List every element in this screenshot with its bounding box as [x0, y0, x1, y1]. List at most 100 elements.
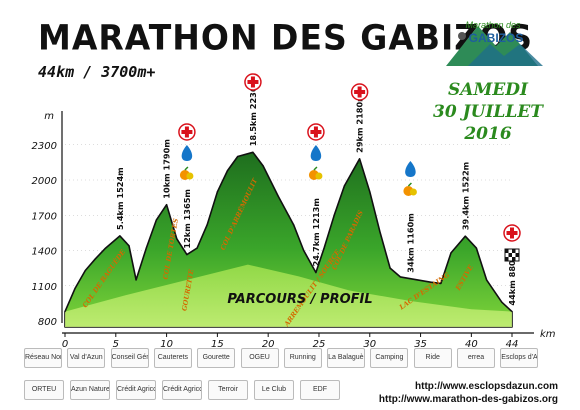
partner-logo: La Balaguère	[327, 348, 366, 368]
profile-point	[292, 224, 295, 226]
y-tick-label: 1100	[32, 282, 57, 293]
y-tick-label: 800	[38, 317, 57, 328]
x-tick-label: 15	[211, 339, 224, 350]
y-tick-label: 1700	[32, 211, 57, 222]
aid-station-layer	[178, 73, 521, 262]
peak-label: 39.4km 1522m	[460, 162, 470, 230]
lemon-fruit	[409, 188, 417, 196]
profile-point	[486, 279, 488, 281]
peak-label: 10km 1790m	[162, 139, 172, 199]
fruit-leaf	[407, 182, 412, 187]
food-icon	[308, 166, 323, 180]
profile-point	[145, 247, 147, 249]
profile-point	[262, 165, 264, 167]
peak-label: 44km 880m	[507, 252, 517, 306]
logo-mountains-icon	[446, 26, 543, 66]
profile-point	[369, 191, 371, 193]
profile-point	[399, 276, 401, 278]
partner-logo: Camping	[370, 348, 409, 368]
profile-point	[237, 155, 239, 158]
logo-text-line1: Marathon des	[465, 20, 521, 30]
water-drop-icon	[310, 145, 322, 161]
profile-point	[315, 271, 317, 274]
first-aid-icon	[178, 123, 196, 141]
water-drop-icon	[405, 161, 416, 177]
flag-cell	[515, 253, 519, 257]
website-url-marathon[interactable]: http://www.marathon-des-gabizos.org	[378, 394, 558, 405]
date-weekday: SAMEDI	[448, 80, 528, 100]
flag-cell	[512, 249, 516, 253]
profile-point	[379, 231, 381, 233]
profile-point	[176, 238, 178, 240]
x-tick-label: 25	[313, 339, 326, 350]
profile-point	[196, 247, 198, 249]
finish-flag-icon	[504, 248, 520, 262]
profile-point	[409, 278, 412, 280]
x-tick-label: 44	[506, 339, 519, 350]
profile-point	[226, 170, 229, 172]
date-day-month: 30 JUILLET	[433, 102, 543, 122]
profile-point	[135, 279, 137, 281]
y-tick-label: 2000	[32, 176, 57, 187]
profile-base-overlay	[65, 264, 512, 327]
profile-point	[359, 158, 361, 160]
partner-logo: Running	[283, 348, 322, 368]
website-url-esclops[interactable]: http://www.esclopsdazun.com	[415, 381, 558, 392]
profile-point	[475, 247, 478, 249]
y-tick-label: 1400	[32, 247, 57, 258]
profile-point	[206, 224, 208, 226]
x-tick-label: 35	[414, 339, 427, 350]
profile-point	[252, 151, 254, 153]
lemon-fruit	[186, 172, 194, 180]
profile-point	[84, 269, 86, 272]
profile-point	[155, 219, 158, 221]
food-icon	[179, 166, 194, 180]
first-aid-bar-h	[354, 90, 366, 94]
profile-point	[430, 281, 432, 283]
flag-cell	[508, 253, 512, 257]
y-tick-label: 2300	[32, 141, 57, 152]
x-tick-label: 0	[62, 339, 68, 350]
profile-point	[128, 245, 130, 247]
peak-label: 5.4km 1524m	[115, 167, 125, 230]
profile-point	[323, 247, 325, 249]
profile-point	[333, 214, 335, 216]
first-aid-bar-h	[181, 130, 193, 134]
first-aid-bar-h	[247, 80, 259, 84]
peak-label: 34km 1160m	[405, 213, 415, 273]
partner-logo: OGEU	[240, 348, 279, 368]
partner-logo: errea	[457, 348, 495, 368]
flag-cell	[505, 249, 509, 253]
profile-point	[303, 249, 305, 252]
profile-point	[277, 195, 279, 198]
x-tick-label: 20	[262, 339, 275, 350]
x-unit-label: km	[540, 329, 556, 340]
peak-label: 12km 1365m	[182, 189, 192, 249]
profile-point	[464, 235, 466, 237]
partner-logo: Conseil Général	[110, 348, 149, 368]
partner-logo: Crédit Agricole	[116, 380, 156, 400]
logo-text-line2: GABIZOS	[469, 31, 524, 45]
profile-point	[389, 267, 391, 269]
event-logo: Marathon des GABIZOS	[446, 20, 543, 66]
peak-label: 29km 2180m	[355, 93, 365, 153]
first-aid-icon	[503, 224, 521, 242]
profile-point	[450, 252, 452, 254]
x-tick-label: 5	[113, 339, 119, 350]
x-tick-label: 40	[465, 339, 478, 350]
profile-point	[119, 235, 121, 237]
race-distance-elevation: 44km / 3700m+	[38, 63, 156, 81]
peak-label: 18.5km 2236m	[248, 78, 258, 146]
profile-point	[105, 247, 107, 249]
partner-logo: Azun Nature	[70, 380, 110, 400]
fruit-leaf	[184, 166, 189, 171]
peak-label: 24.7km 1213m	[311, 198, 321, 266]
x-tick-label: 30	[363, 339, 376, 350]
first-aid-bar-h	[506, 231, 518, 235]
partner-logo: Ride	[413, 348, 452, 368]
profile-point	[74, 287, 76, 289]
page-title: MARATHON DES GABIZOS	[38, 17, 534, 58]
partner-logo: Gourette	[197, 348, 236, 368]
flag-cell	[512, 257, 516, 261]
